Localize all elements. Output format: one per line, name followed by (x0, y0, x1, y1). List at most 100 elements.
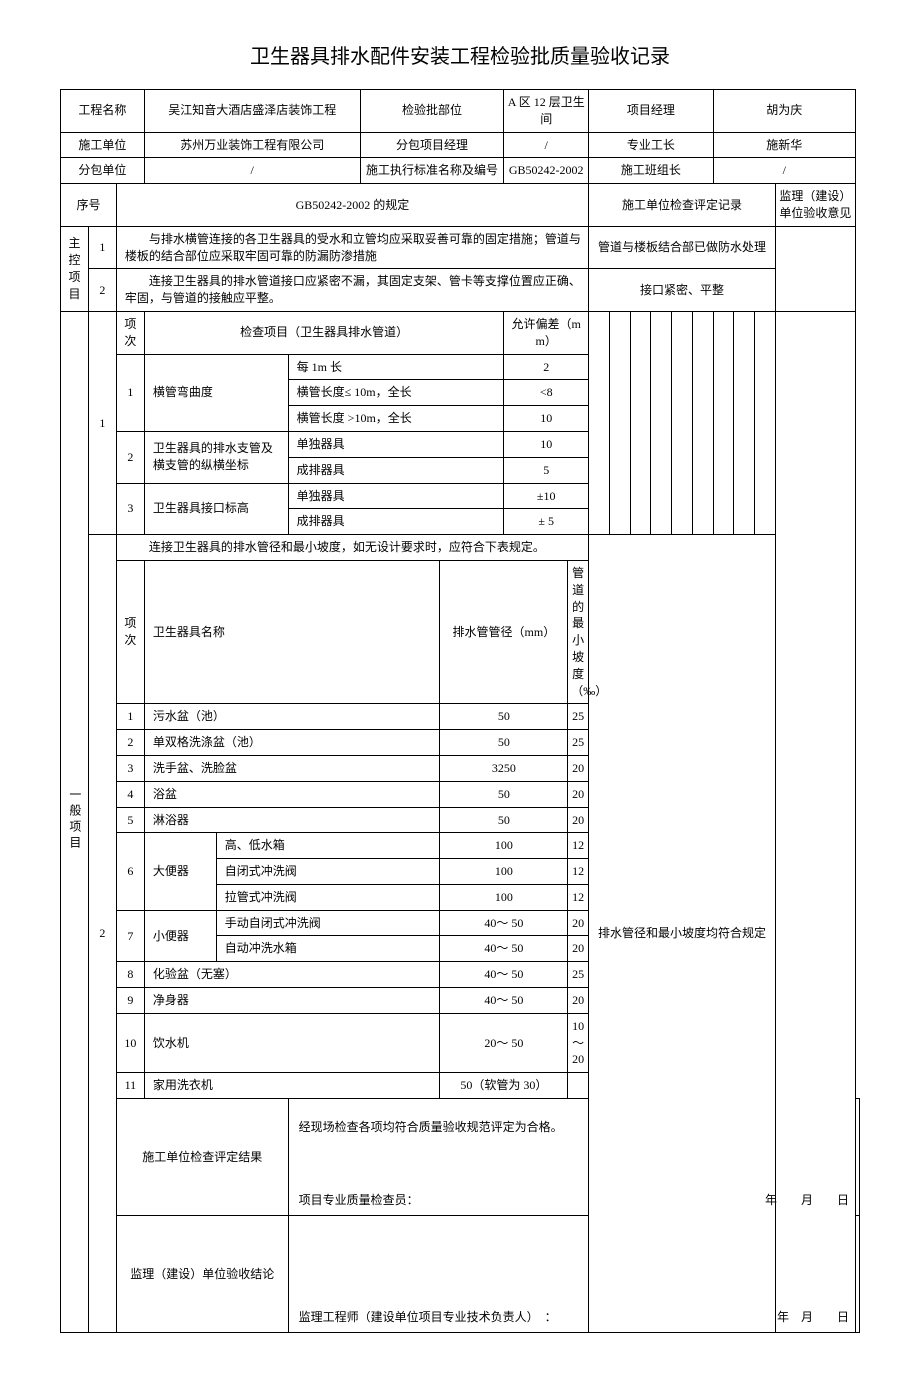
cell: 20 (568, 910, 589, 936)
hdr-label: 检验批部位 (360, 90, 504, 133)
sig-date-2: 年 月 日 (777, 1309, 849, 1326)
cell: 小便器 (144, 910, 216, 962)
table-row: 施工单位 苏州万业装饰工程有限公司 分包项目经理 / 专业工长 施新华 (61, 132, 860, 158)
cell: 自闭式冲洗阀 (216, 859, 440, 885)
gen-1-n: 1 (88, 311, 116, 534)
main-r1-n: 1 (88, 226, 116, 269)
mini-cell (713, 311, 734, 534)
s2-av: 10 (504, 431, 589, 457)
hdr-value: 胡为庆 (713, 90, 855, 133)
hdr-value: A 区 12 层卫生间 (504, 90, 589, 133)
cell: 20 (568, 807, 589, 833)
main-r2-text: 连接卫生器具的排水管道接口应紧密不漏，其固定支架、管卡等支撑位置应正确、牢固，与… (116, 269, 588, 312)
s2-b: 成排器具 (288, 457, 504, 483)
cell: 50 (440, 730, 568, 756)
s1-bv: <8 (504, 380, 589, 406)
cell: 大便器 (144, 833, 216, 910)
cell: 自动冲洗水箱 (216, 936, 440, 962)
cell: 高、低水箱 (216, 833, 440, 859)
s2-a: 单独器具 (288, 431, 504, 457)
cell: 饮水机 (144, 1013, 440, 1072)
sig-content-1: 经现场检查各项均符合质量验收规范评定为合格。 项目专业质量检查员： 年 月 日 (288, 1099, 859, 1216)
main-r1-text: 与排水横管连接的各卫生器具的受水和立管均应采取妥善可靠的固定措施；管道与楼板的结… (116, 226, 588, 269)
cell: 50 (440, 781, 568, 807)
hdr-value: / (713, 158, 855, 184)
table-row: 工程名称 吴江知音大酒店盛泽店装饰工程 检验批部位 A 区 12 层卫生间 项目… (61, 90, 860, 133)
hdr-value: GB50242-2002 (504, 158, 589, 184)
cell: 100 (440, 833, 568, 859)
s2-bv: 5 (504, 457, 589, 483)
sub-hdr-tol: 允许偏差（mm） (504, 311, 589, 354)
cell: 12 (568, 833, 589, 859)
table-row: 主控项目 1 与排水横管连接的各卫生器具的受水和立管均应采取妥善可靠的固定措施；… (61, 226, 860, 269)
hdr-label: 分包项目经理 (360, 132, 504, 158)
cell: 7 (116, 910, 144, 962)
sig-content-2: 监理工程师（建设单位项目专业技术负责人） ： 年 月 日 (288, 1216, 859, 1333)
cell: 50（软管为 30） (440, 1073, 568, 1099)
cell: 40～ 50 (440, 936, 568, 962)
s3-b: 成排器具 (288, 509, 504, 535)
hdr-label: 分包单位 (61, 158, 145, 184)
s3-bv: ± 5 (504, 509, 589, 535)
g2-intro: 连接卫生器具的排水管径和最小坡度，如无设计要求时，应符合下表规定。 (116, 535, 588, 561)
g2-col-seq: 项次 (116, 560, 144, 703)
cell: 20 (568, 781, 589, 807)
sub-hdr-item: 项次 (116, 311, 144, 354)
cell: 40～ 50 (440, 910, 568, 936)
mini-cell (692, 311, 713, 534)
hdr-value: 苏州万业装饰工程有限公司 (144, 132, 360, 158)
sig-text-1: 经现场检查各项均符合质量验收规范评定为合格。 (299, 1119, 849, 1136)
mini-cell (609, 311, 630, 534)
cell: 5 (116, 807, 144, 833)
cell (568, 1073, 589, 1099)
cell: 1 (116, 704, 144, 730)
cell: 40～ 50 (440, 988, 568, 1014)
cell: 淋浴器 (144, 807, 440, 833)
hdr-label: 工程名称 (61, 90, 145, 133)
sub-hdr-name: 检查项目（卫生器具排水管道） (144, 311, 504, 354)
g2-col-slope: 管道的最小坡度（‰） (568, 560, 589, 703)
cell: 9 (116, 988, 144, 1014)
col-rec: 施工单位检查评定记录 (589, 184, 776, 227)
cell: 浴盆 (144, 781, 440, 807)
sup-cell (775, 226, 855, 311)
mini-cell (755, 311, 776, 534)
s1-n: 1 (116, 354, 144, 431)
cell: 8 (116, 962, 144, 988)
inspection-table: 工程名称 吴江知音大酒店盛泽店装饰工程 检验批部位 A 区 12 层卫生间 项目… (60, 89, 860, 1333)
cell: 手动自闭式冲洗阀 (216, 910, 440, 936)
cell: 净身器 (144, 988, 440, 1014)
col-seq: 序号 (61, 184, 117, 227)
cell: 20 (568, 755, 589, 781)
hdr-value: / (504, 132, 589, 158)
cell: 家用洗衣机 (144, 1073, 440, 1099)
cell: 25 (568, 730, 589, 756)
sig-label-1: 施工单位检查评定结果 (116, 1099, 288, 1216)
s3-a: 单独器具 (288, 483, 504, 509)
sig-signer-2: 监理工程师（建设单位项目专业技术负责人） ： (299, 1310, 557, 1324)
cell: 11 (116, 1073, 144, 1099)
main-r1-rec: 管道与楼板结合部已做防水处理 (589, 226, 776, 269)
g2-col-name: 卫生器具名称 (144, 560, 440, 703)
cell: 6 (116, 833, 144, 910)
table-row: 序号 GB50242-2002 的规定 施工单位检查评定记录 监理（建设）单位验… (61, 184, 860, 227)
table-row: 2 连接卫生器具的排水管道接口应紧密不漏，其固定支架、管卡等支撑位置应正确、牢固… (61, 269, 860, 312)
cell: 3250 (440, 755, 568, 781)
cell: 3 (116, 755, 144, 781)
cell: 4 (116, 781, 144, 807)
main-r2-n: 2 (88, 269, 116, 312)
gen-label: 一般项目 (61, 311, 89, 1332)
mini-cell (630, 311, 651, 534)
hdr-value: 吴江知音大酒店盛泽店装饰工程 (144, 90, 360, 133)
main-label: 主控项目 (61, 226, 89, 311)
hdr-label: 施工班组长 (589, 158, 714, 184)
main-r2-rec: 接口紧密、平整 (589, 269, 776, 312)
hdr-value: / (144, 158, 360, 184)
hdr-label: 专业工长 (589, 132, 714, 158)
s3-name: 卫生器具接口标高 (144, 483, 288, 535)
mini-cell (589, 311, 610, 534)
s1-av: 2 (504, 354, 589, 380)
cell: 20～ 50 (440, 1013, 568, 1072)
hdr-value: 施新华 (713, 132, 855, 158)
s2-name: 卫生器具的排水支管及横支管的纵横坐标 (144, 431, 288, 483)
